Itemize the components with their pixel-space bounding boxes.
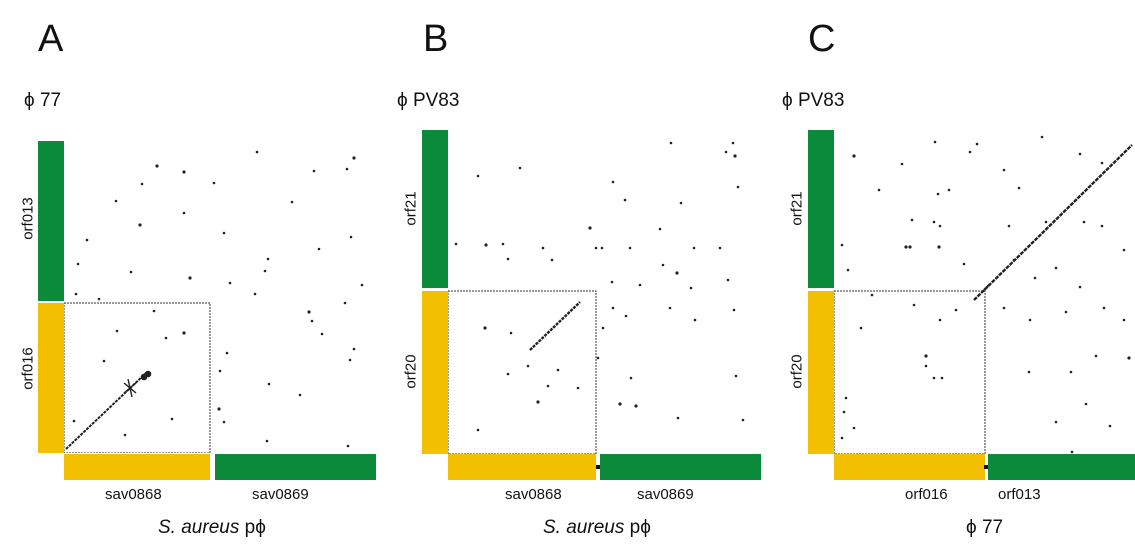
dotplot-svg [64, 150, 364, 453]
homology-box [834, 290, 986, 454]
x-gene-bar-right [215, 454, 376, 480]
y-gene-bar-bottom [808, 291, 834, 454]
x-gene-label-right: orf013 [998, 486, 1041, 503]
x-genome-title: S. aureus pϕ [158, 517, 266, 539]
y-gene-bar-bottom [422, 291, 448, 454]
y-genome-name: PV83 [412, 90, 460, 111]
panel-letter: A [38, 18, 64, 60]
dotplot-area [64, 141, 376, 453]
x-gene-label-left: orf016 [905, 486, 948, 503]
gene-boundary [984, 465, 988, 469]
x-gene-label-right: sav0869 [637, 486, 694, 503]
x-genome-species: S. aureus [543, 517, 625, 538]
match-diagonal [65, 372, 147, 450]
x-gene-bar-right [600, 454, 761, 480]
x-genome-species: S. aureus [158, 517, 240, 538]
y-gene-bar-top [422, 130, 448, 288]
dotplot-panel-c: C ϕ PV83 orf21 orf20 orf016 orf013 ϕ 77 [770, 0, 1135, 545]
x-genome-title: ϕ 77 [966, 517, 1003, 539]
homology-box [448, 290, 597, 454]
y-gene-label-top: orf21 [788, 191, 806, 226]
phi-symbol: ϕ [966, 517, 977, 538]
gene-boundary [596, 465, 600, 469]
phi-symbol: ϕ [782, 90, 793, 111]
panel-letter: C [808, 18, 836, 60]
noise-dots [72, 150, 364, 448]
x-gene-bar-right [988, 454, 1135, 480]
y-gene-label-bottom: orf20 [402, 354, 420, 389]
dotplot-panel-b: B ϕ PV83 orf21 orf20 sav0868 sav0869 S. … [385, 0, 770, 545]
y-genome-title: ϕ 77 [24, 90, 61, 112]
homology-box [64, 302, 211, 453]
x-genome-suffix: 77 [981, 517, 1004, 538]
x-gene-label-left: sav0868 [105, 486, 162, 503]
y-gene-label-top: orf013 [19, 197, 37, 240]
match-diagonal [973, 144, 1133, 301]
x-genome-title: S. aureus pϕ [543, 517, 651, 539]
x-genome-suffix: p [624, 517, 641, 538]
phi-symbol: ϕ [397, 90, 408, 111]
dotplot-area [448, 130, 761, 454]
y-genome-title: ϕ PV83 [782, 90, 844, 112]
panel-letter: B [423, 18, 449, 60]
x-gene-bar-left [64, 454, 210, 480]
phi-symbol: ϕ [24, 90, 35, 111]
x-gene-bar-left [834, 454, 985, 480]
cross-marks [123, 370, 152, 398]
match-diagonal-start [983, 283, 991, 291]
noise-dots [840, 135, 1131, 454]
dotplot-area [834, 130, 1135, 454]
noise-dots [454, 141, 745, 432]
y-gene-bar-bottom [38, 303, 64, 453]
y-gene-bar-top [808, 130, 834, 288]
y-genome-title: ϕ PV83 [397, 90, 459, 112]
dotplot-svg [834, 135, 1133, 454]
match-diagonal [529, 301, 581, 351]
x-gene-label-right: sav0869 [252, 486, 309, 503]
phi-symbol: ϕ [640, 517, 651, 538]
y-genome-name: 77 [39, 90, 62, 111]
y-genome-name: PV83 [797, 90, 845, 111]
x-gene-bar-left [448, 454, 596, 480]
y-gene-label-bottom: orf016 [19, 347, 37, 390]
phi-symbol: ϕ [255, 517, 266, 538]
dotplot-panel-a: A ϕ 77 orf013 orf016 sav0868 sav0869 S. … [0, 0, 380, 545]
dotplot-svg [448, 141, 745, 454]
y-gene-label-top: orf21 [402, 191, 420, 226]
x-genome-suffix: p [239, 517, 256, 538]
y-gene-bar-top [38, 141, 64, 301]
y-gene-label-bottom: orf20 [788, 354, 806, 389]
x-gene-label-left: sav0868 [505, 486, 562, 503]
